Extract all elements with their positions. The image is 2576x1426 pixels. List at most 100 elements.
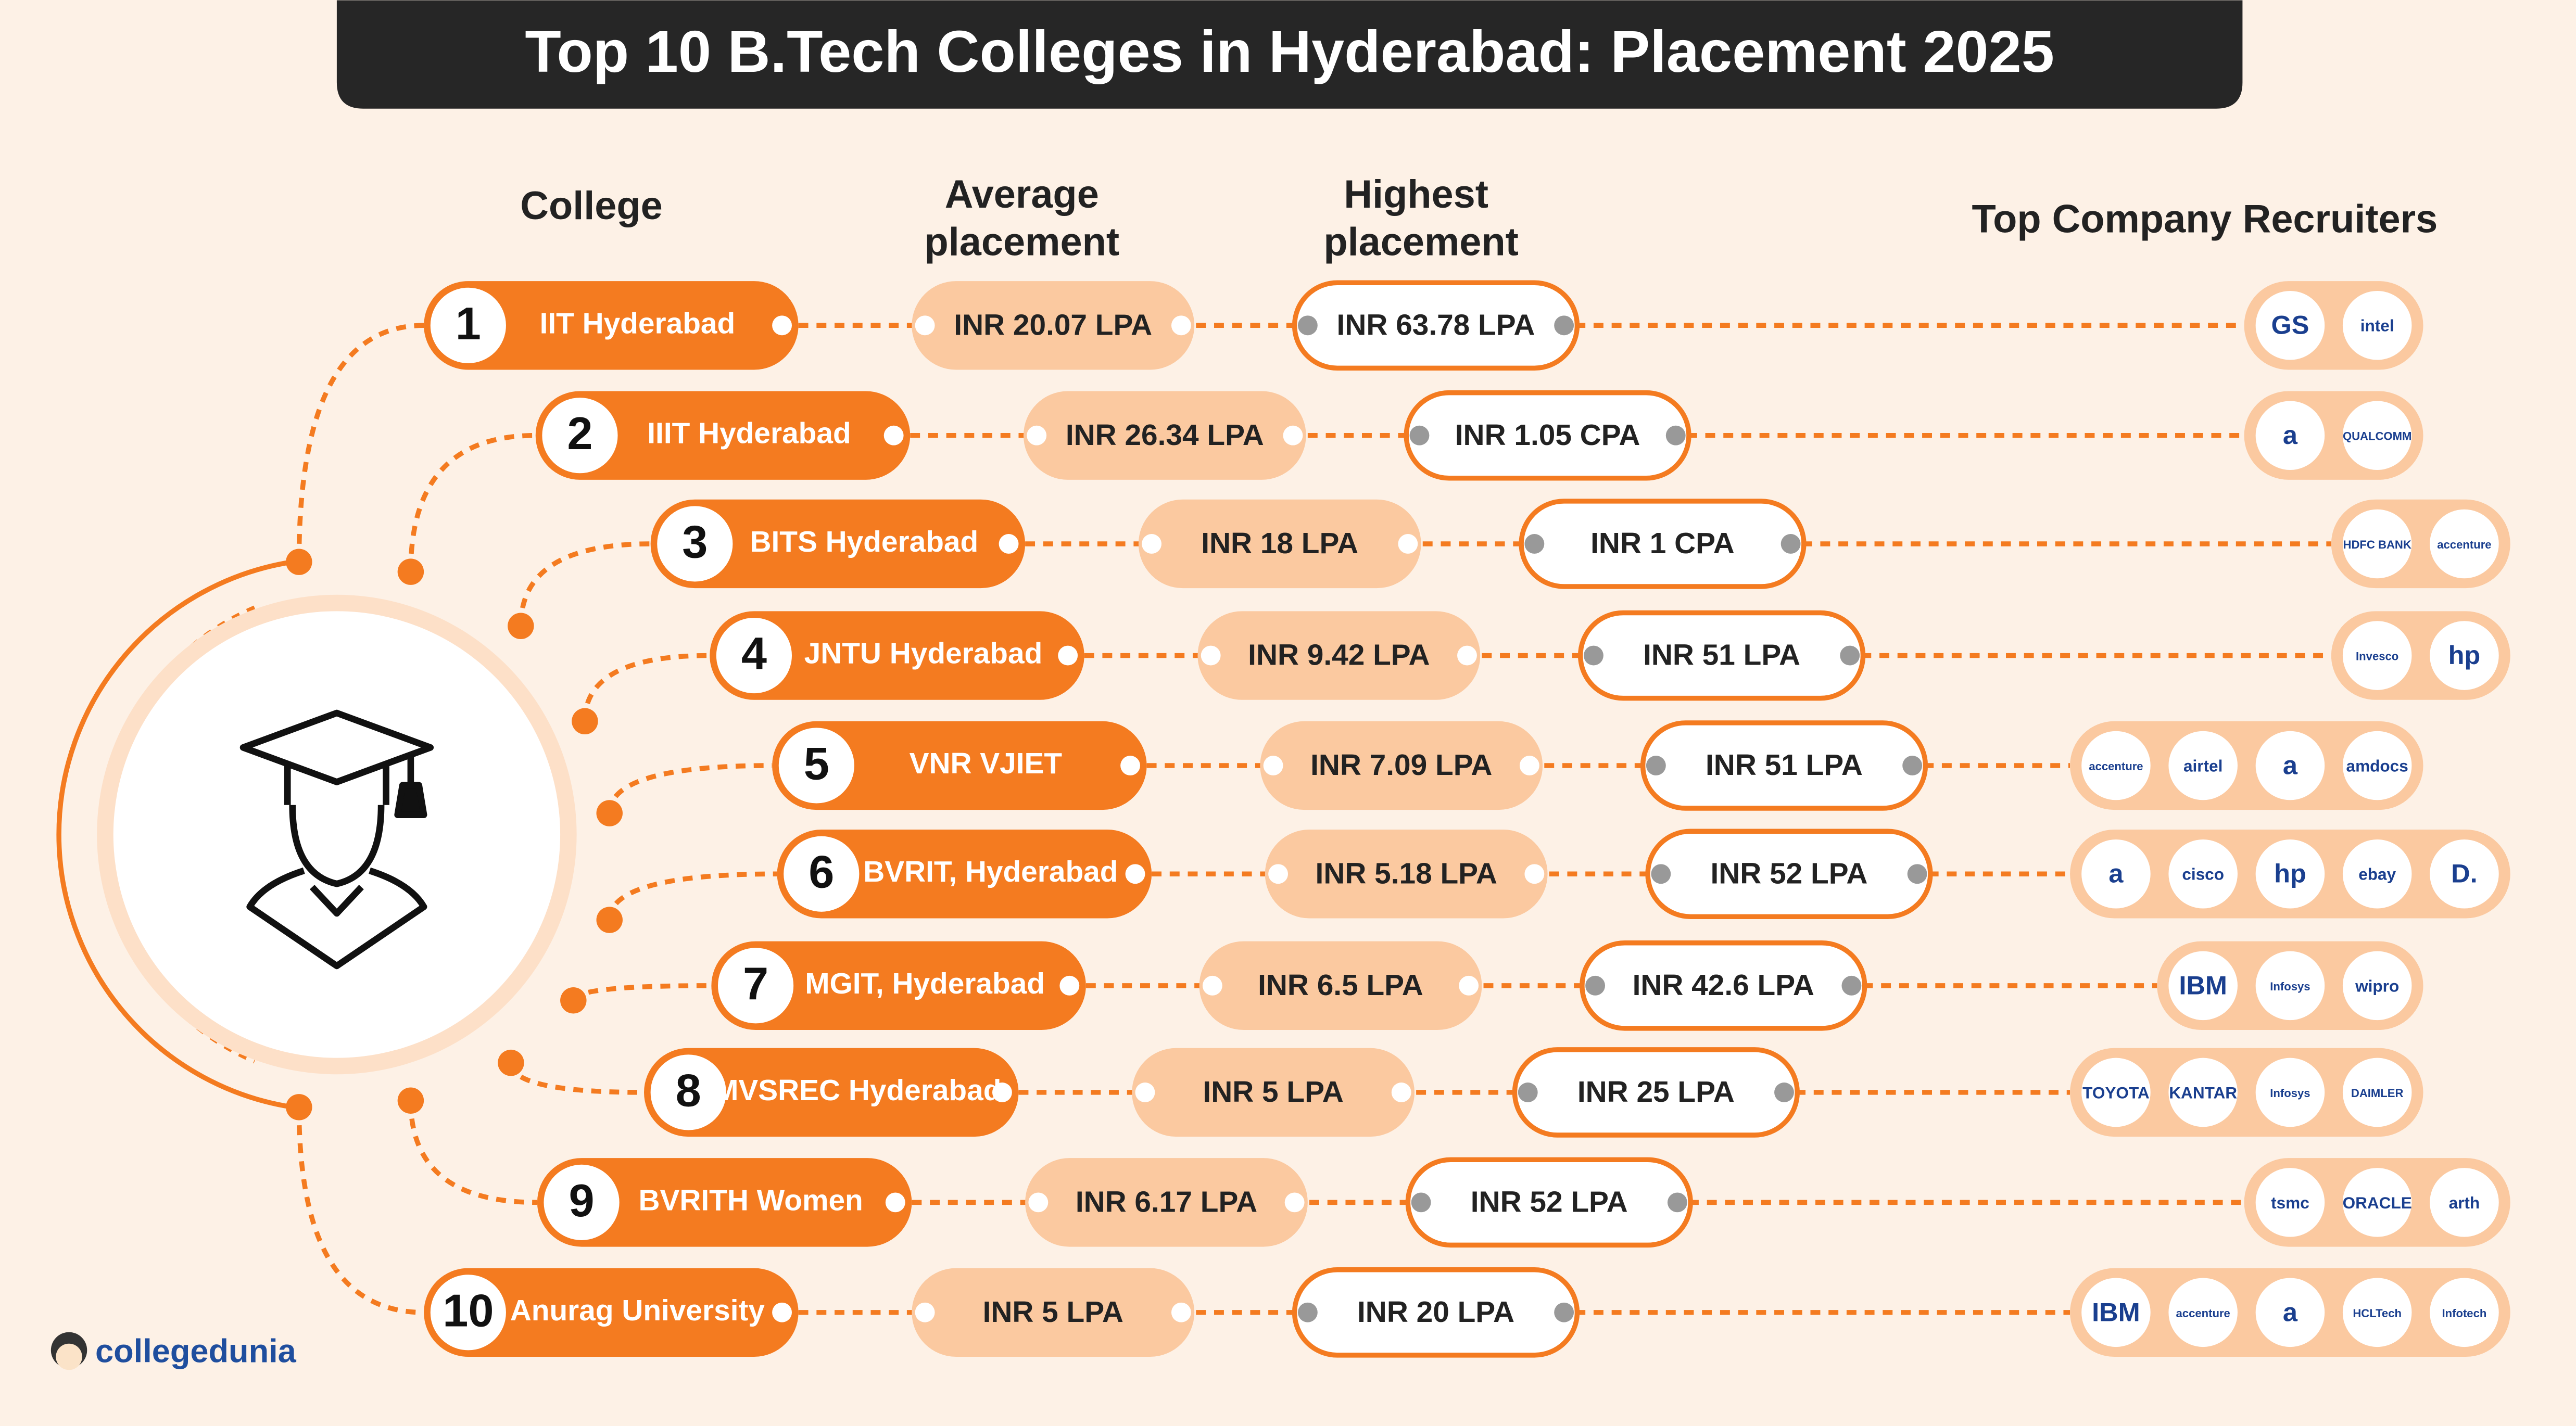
dot (1524, 864, 1545, 884)
rank: 2 (567, 408, 592, 459)
recruiter-logo: Infosys (2270, 980, 2310, 993)
hub-connector (582, 653, 710, 721)
college-name: Anurag University (510, 1294, 765, 1327)
rank-circle (718, 948, 794, 1024)
hub-connector (296, 323, 424, 562)
rank-circle (542, 398, 618, 474)
hub-dot (596, 800, 623, 826)
dot (1781, 534, 1801, 554)
highest-placement: INR 20 LPA (1357, 1296, 1514, 1329)
college-name: JNTU Hyderabad (804, 638, 1043, 670)
dot (1391, 1083, 1411, 1102)
dot (915, 315, 935, 336)
college-name: BVRITH Women (638, 1184, 863, 1217)
rows: 1 IIT Hyderabad INR 20.07 LPA INR 63.78 LPA… (424, 280, 2510, 1358)
recruiter-logo: airtel (2183, 756, 2223, 775)
rank: 8 (676, 1064, 701, 1116)
college-pill (710, 611, 1084, 700)
recruiter-pill (2070, 721, 2423, 810)
recruiter-logo: ebay (2358, 865, 2396, 884)
recruiter-logo: TOYOTA (2082, 1083, 2150, 1102)
logo-circle (2342, 1058, 2412, 1127)
logo-circle (2168, 731, 2238, 800)
highest-pill (1512, 1047, 1800, 1138)
logo-circle (2342, 509, 2412, 579)
recruiter-logo: tsmc (2271, 1193, 2309, 1212)
hub-dot (397, 1087, 424, 1114)
recruiter-logo: DAIMLER (2351, 1087, 2404, 1100)
column-header: placement (1323, 220, 1519, 264)
title-bar (336, 0, 2243, 109)
recruiter-logo: accenture (2089, 760, 2143, 773)
dot (1554, 1302, 1574, 1322)
footer: collegedunia (50, 1332, 297, 1370)
highest-pill (1645, 829, 1933, 920)
dot (992, 1083, 1012, 1102)
connectors (286, 323, 777, 1315)
dot (1841, 975, 1862, 996)
logo-circle (2430, 509, 2499, 579)
dot (915, 1302, 935, 1322)
recruiter-logo: IBM (2092, 1297, 2140, 1327)
logo-circle (2081, 839, 2151, 909)
recruiter-logo: intel (2360, 316, 2394, 335)
logo-circle (2168, 951, 2238, 1021)
college-name: IIIT Hyderabad (647, 417, 851, 450)
dot (1902, 756, 1923, 775)
highest-pill (1292, 1267, 1580, 1358)
logo-circle (2081, 1058, 2151, 1127)
hub-arc (56, 559, 293, 1110)
dot (772, 315, 792, 336)
average-placement: INR 20.07 LPA (954, 309, 1152, 341)
hub-circle (113, 611, 561, 1058)
dot (1284, 1192, 1305, 1213)
hub-dot (498, 1049, 524, 1076)
recruiter-logo: ORACLE (2343, 1193, 2412, 1212)
highest-placement: INR 51 LPA (1706, 749, 1863, 782)
college-name: MVSREC Hyderabad (714, 1074, 1001, 1107)
logo-circle (2342, 839, 2412, 909)
college-pill (777, 830, 1152, 919)
rank-circle (430, 1275, 506, 1351)
logo-circle (2168, 839, 2238, 909)
college-pill (644, 1048, 1019, 1137)
brand-icon (56, 1343, 82, 1370)
logo-circle (2255, 401, 2325, 470)
dot (1297, 315, 1318, 336)
hub-connector (607, 871, 777, 920)
recruiter-logo: Invesco (2356, 650, 2398, 663)
logo-circle (2255, 839, 2325, 909)
rank: 3 (682, 516, 708, 567)
average-placement: INR 18 LPA (1201, 527, 1358, 560)
dot (1027, 425, 1047, 445)
rank-circle (657, 506, 733, 582)
logo-circle (2430, 1168, 2499, 1237)
hub-dot (397, 558, 424, 585)
dot (1774, 1083, 1794, 1102)
recruiter-logo: IBM (2179, 970, 2227, 1000)
highest-placement: INR 51 LPA (1643, 639, 1800, 672)
hub-dot (286, 549, 312, 575)
average-pill (1138, 499, 1421, 589)
recruiter-logo: a (2108, 859, 2124, 888)
dot (1283, 425, 1303, 445)
hub-connector (296, 1107, 424, 1315)
recruiter-logo: cisco (2182, 865, 2224, 884)
rank: 10 (443, 1284, 494, 1336)
college-name: MGIT, Hyderabad (805, 967, 1045, 1000)
dot (1028, 1192, 1049, 1213)
dot (1201, 645, 1221, 666)
rank-circle (430, 287, 506, 363)
logo-circle (2342, 621, 2412, 690)
rank-circle (778, 728, 854, 804)
dot (1058, 645, 1078, 666)
logo-circle (2342, 731, 2412, 800)
college-name: BITS Hyderabad (750, 526, 978, 558)
college-pill (424, 281, 799, 370)
recruiter-logo: arth (2449, 1193, 2480, 1212)
average-placement: INR 9.42 LPA (1248, 639, 1430, 672)
dot (1518, 1083, 1538, 1102)
rank: 7 (743, 958, 768, 1009)
recruiter-logo: a (2283, 750, 2298, 780)
recruiter-logo: HDFC BANK (2343, 538, 2411, 551)
